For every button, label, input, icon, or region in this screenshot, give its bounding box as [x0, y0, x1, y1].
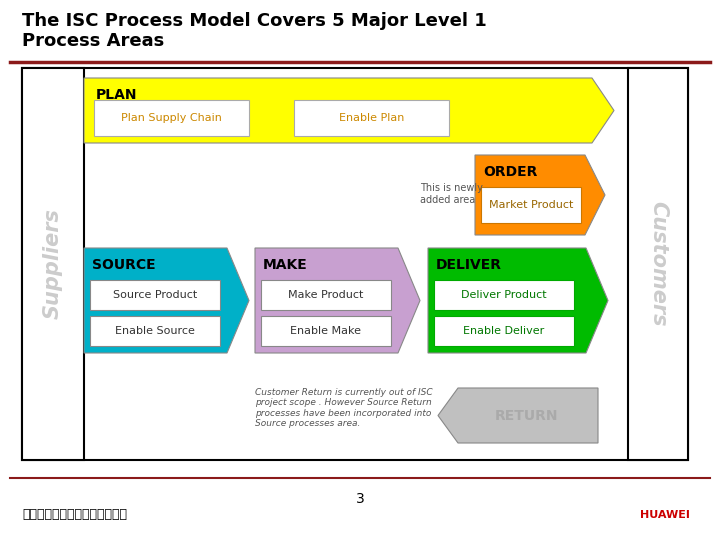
Text: Customer Return is currently out of ISC
project scope . However Source Return
pr: Customer Return is currently out of ISC …: [255, 388, 433, 428]
Bar: [90, 316, 220, 346]
Text: RETURN: RETURN: [494, 408, 558, 422]
Text: Make Product: Make Product: [288, 290, 364, 300]
Bar: [434, 280, 574, 310]
Bar: [94, 100, 249, 136]
Text: Market Product: Market Product: [489, 200, 573, 210]
Text: SOURCE: SOURCE: [92, 258, 156, 272]
Polygon shape: [428, 248, 608, 353]
Text: Suppliers: Suppliers: [43, 208, 63, 320]
Bar: [22, 68, 688, 460]
Text: Customers: Customers: [648, 201, 668, 327]
Text: Process Areas: Process Areas: [22, 32, 164, 50]
Bar: [481, 187, 581, 223]
Text: PLAN: PLAN: [96, 88, 138, 102]
Text: 华为机密，未经许可，不得扩散: 华为机密，未经许可，不得扩散: [22, 508, 127, 521]
Bar: [261, 280, 391, 310]
Polygon shape: [475, 155, 605, 235]
Text: The ISC Process Model Covers 5 Major Level 1: The ISC Process Model Covers 5 Major Lev…: [22, 12, 487, 30]
Text: HUAWEI: HUAWEI: [640, 510, 690, 520]
Polygon shape: [255, 248, 420, 353]
Bar: [628, 68, 688, 460]
Text: This is newly
added area: This is newly added area: [420, 183, 483, 205]
Text: Deliver Product: Deliver Product: [462, 290, 546, 300]
Bar: [261, 316, 391, 346]
Bar: [294, 100, 449, 136]
Bar: [22, 68, 84, 460]
Polygon shape: [84, 78, 614, 143]
Text: MAKE: MAKE: [263, 258, 307, 272]
Polygon shape: [84, 248, 249, 353]
Text: Plan Supply Chain: Plan Supply Chain: [121, 113, 222, 123]
Text: Enable Plan: Enable Plan: [339, 113, 404, 123]
Text: Source Product: Source Product: [113, 290, 197, 300]
Polygon shape: [438, 388, 598, 443]
Text: ORDER: ORDER: [483, 165, 537, 179]
Text: Enable Deliver: Enable Deliver: [464, 326, 544, 336]
Bar: [434, 316, 574, 346]
Text: Enable Make: Enable Make: [290, 326, 361, 336]
Bar: [90, 280, 220, 310]
Text: 3: 3: [356, 492, 364, 506]
Text: DELIVER: DELIVER: [436, 258, 502, 272]
Text: Enable Source: Enable Source: [115, 326, 195, 336]
